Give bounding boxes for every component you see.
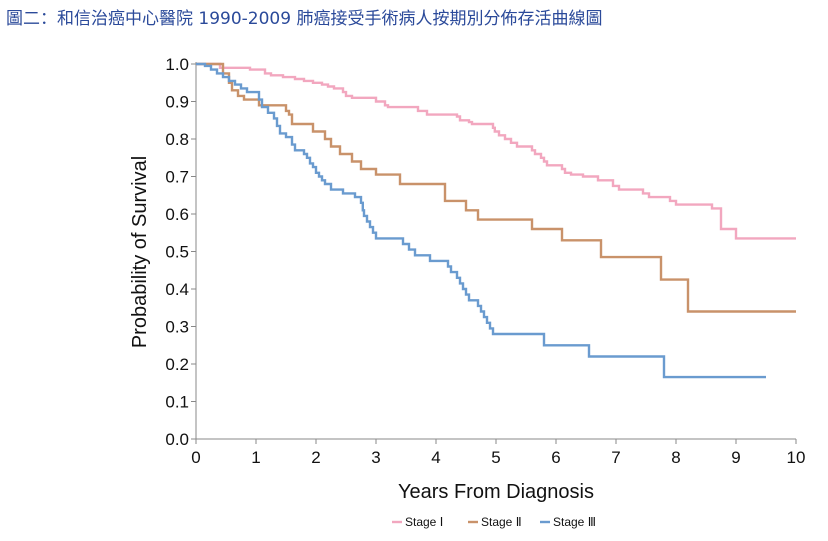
x-tick-label: 3: [371, 448, 380, 467]
y-tick-label: 0.2: [165, 355, 189, 374]
y-tick-label: 0.9: [165, 93, 189, 112]
y-tick-label: 0.6: [165, 205, 189, 224]
legend: Stage Ⅰ Stage Ⅱ Stage Ⅲ: [392, 515, 596, 529]
series-line-stage: [196, 62, 796, 313]
y-tick-label: 0.4: [165, 280, 189, 299]
y-tick-label: 0.3: [165, 318, 189, 337]
series-line-stage: [196, 62, 796, 240]
x-tick-label: 6: [551, 448, 560, 467]
axes: 0.0 0.1 0.2 0.3 0.4 0.5 0.6 0.7 0.8 0.9 1.0 0 1 2 3 4 5 6…: [165, 55, 805, 467]
x-tick-label: 5: [491, 448, 500, 467]
series-lines: [196, 62, 796, 379]
y-tick-label: 0.5: [165, 243, 189, 262]
x-tick-label: 4: [431, 448, 440, 467]
x-axis-title: Years From Diagnosis: [398, 481, 594, 503]
legend-label-stage: Stage Ⅰ: [405, 515, 443, 529]
x-tick-label: 8: [671, 448, 680, 467]
y-tick-label: 0.0: [165, 430, 189, 449]
y-tick-label: 0.8: [165, 130, 189, 149]
x-tick-label: 1: [251, 448, 260, 467]
legend-label-stage: Stage Ⅱ: [481, 515, 522, 529]
legend-label-stage: Stage Ⅲ: [553, 515, 596, 529]
x-tick-label: 9: [731, 448, 740, 467]
series-line-stage: [196, 62, 766, 379]
x-tick-label: 7: [611, 448, 620, 467]
y-tick-label: 1.0: [165, 55, 189, 74]
y-axis-title: Probability of Survival: [129, 156, 151, 348]
y-tick-label: 0.1: [165, 393, 189, 412]
chart-title: 圖二：和信治癌中心醫院 1990-2009 肺癌接受手術病人按期別分佈存活曲線圖: [6, 9, 603, 29]
x-tick-label: 2: [311, 448, 320, 467]
x-tick-label: 10: [787, 448, 806, 467]
x-tick-label: 0: [191, 448, 200, 467]
y-tick-label: 0.7: [165, 168, 189, 187]
